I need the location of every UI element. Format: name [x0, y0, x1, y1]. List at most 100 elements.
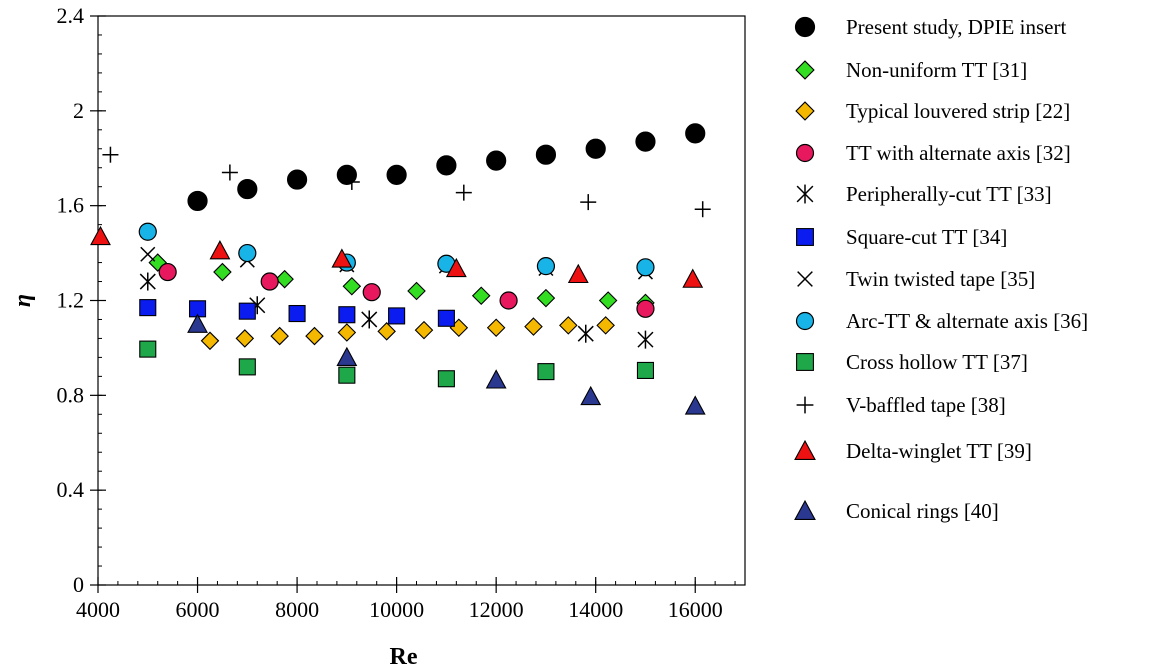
marker-shape — [445, 257, 467, 278]
marker-shape — [288, 304, 306, 323]
series-4 — [139, 272, 654, 349]
legend-item: Twin twisted tape [35] — [797, 267, 1035, 291]
marker-shape — [139, 299, 157, 317]
marker-shape — [238, 358, 256, 376]
x-tick-label: 10000 — [369, 597, 424, 622]
series-2 — [200, 316, 615, 351]
data-point — [139, 299, 157, 317]
data-point — [437, 309, 455, 327]
marker-shape — [794, 439, 816, 461]
legend-marker — [796, 353, 814, 371]
data-point — [577, 324, 594, 343]
legend-item: Arc-TT & alternate axis [36] — [795, 309, 1088, 333]
marker-shape — [636, 299, 655, 318]
x-tick-label: 14000 — [568, 597, 623, 622]
marker-shape — [524, 317, 543, 336]
data-point — [580, 385, 602, 406]
marker-shape — [342, 276, 362, 296]
marker-shape — [485, 369, 507, 389]
data-point — [486, 318, 506, 338]
data-point — [437, 370, 455, 388]
data-point — [682, 268, 704, 288]
legend-label: Square-cut TT [34] — [846, 225, 1007, 249]
x-axis-title: Re — [390, 644, 418, 670]
data-point — [338, 306, 356, 324]
data-point — [486, 150, 507, 171]
marker-shape — [140, 246, 156, 262]
marker-shape — [635, 131, 656, 152]
data-point — [636, 258, 655, 277]
marker-shape — [270, 326, 289, 346]
marker-shape — [139, 340, 157, 358]
legend-item: Cross hollow TT [37] — [796, 350, 1028, 374]
marker-shape — [158, 262, 177, 282]
data-point — [585, 138, 606, 159]
legend-label: Cross hollow TT [37] — [846, 350, 1028, 374]
data-point — [499, 291, 518, 310]
marker-shape — [337, 323, 357, 342]
data-point — [535, 144, 557, 165]
legend-marker — [795, 101, 815, 121]
marker-shape — [580, 385, 602, 406]
marker-shape — [200, 331, 220, 351]
marker-shape — [209, 240, 231, 260]
data-point — [598, 291, 618, 310]
data-point — [288, 304, 306, 323]
marker-shape — [559, 316, 578, 335]
legend-item: V-baffled tape [38] — [796, 393, 1006, 417]
data-point — [343, 173, 360, 190]
data-point — [275, 269, 294, 289]
marker-shape — [407, 281, 426, 301]
x-tick-label: 12000 — [469, 597, 524, 622]
data-point — [260, 272, 279, 291]
data-point — [436, 155, 457, 176]
series-9 — [102, 146, 711, 218]
legend-marker — [796, 228, 814, 246]
marker-shape — [260, 272, 279, 291]
legend-label: Typical louvered strip [22] — [846, 99, 1070, 123]
marker-shape — [794, 16, 816, 38]
legend-marker — [794, 16, 816, 38]
data-point — [221, 164, 238, 181]
marker-shape — [386, 164, 407, 185]
marker-shape — [535, 144, 557, 165]
legend-item: Delta-winglet TT [39] — [794, 439, 1032, 463]
data-point — [331, 248, 353, 268]
data-point — [158, 262, 177, 282]
marker-shape — [796, 353, 814, 371]
marker-shape — [598, 291, 618, 310]
marker-shape — [388, 307, 406, 325]
marker-shape — [138, 222, 157, 241]
marker-shape — [636, 361, 655, 379]
marker-shape — [499, 291, 518, 310]
y-axis: 0 0.4 0.8 1.2 1.6 2 2.4 — [57, 3, 106, 597]
marker-shape — [567, 263, 589, 284]
marker-shape — [585, 138, 606, 159]
data-point — [235, 329, 255, 348]
data-point — [305, 326, 324, 346]
y-tick-label: 1.6 — [57, 193, 85, 218]
data-point — [238, 302, 256, 320]
legend-marker — [795, 143, 815, 163]
x-axis: 4000 6000 8000 10000 12000 14000 16000 — [76, 577, 736, 622]
data-point — [286, 169, 308, 190]
y-tick-label: 2.4 — [57, 3, 85, 28]
data-point — [377, 322, 396, 341]
legend-marker — [797, 271, 813, 287]
marker-shape — [797, 271, 813, 287]
legend-item: Square-cut TT [34] — [796, 225, 1007, 249]
marker-shape — [795, 60, 815, 80]
marker-shape — [90, 225, 111, 246]
marker-shape — [362, 283, 381, 302]
marker-shape — [795, 101, 815, 121]
data-point — [637, 330, 654, 349]
x-tick-label: 4000 — [76, 597, 120, 622]
data-point — [386, 164, 407, 185]
y-axis-title: η — [10, 294, 36, 307]
series-8 — [139, 340, 655, 388]
marker-shape — [536, 288, 556, 308]
y-tick-label: 0 — [73, 572, 84, 597]
series-3 — [158, 262, 655, 318]
data-point — [567, 263, 589, 284]
marker-shape — [636, 258, 655, 277]
